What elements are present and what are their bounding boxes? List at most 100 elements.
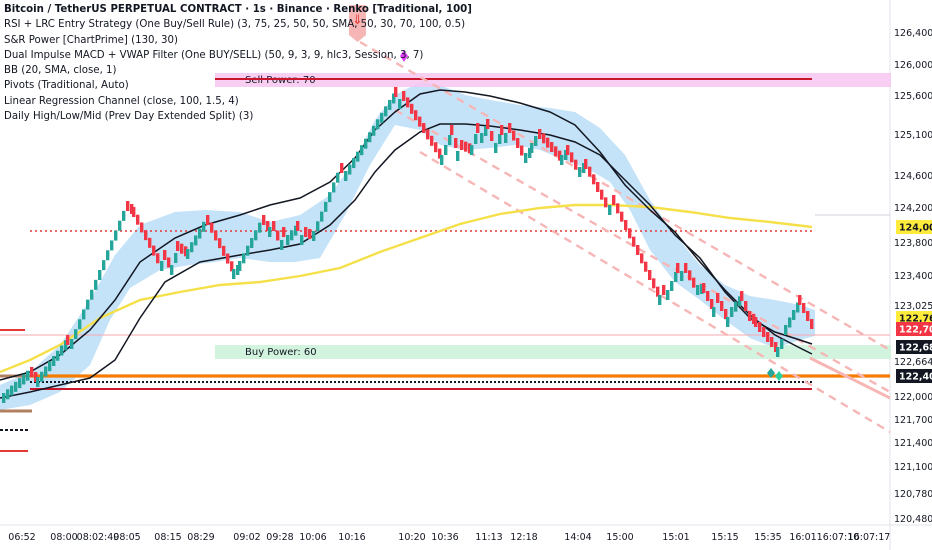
price-tick-label: 121,400.0 [894,438,932,449]
renko-brick-bull [186,249,190,259]
renko-brick-bull [190,242,194,253]
time-tick-label: 15:35 [754,532,781,543]
renko-brick-bear [266,221,270,231]
renko-brick-bull [174,253,178,263]
renko-brick-bull [294,225,298,236]
renko-brick-bull [36,377,40,387]
renko-brick-bear [406,97,410,108]
price-tick-label: 123,025.2 [894,301,932,312]
renko-brick-bear [454,138,458,148]
renko-brick-bear [136,214,140,225]
renko-brick-bull [286,235,290,245]
signal-markers: ⇓ [349,5,783,381]
renko-brick-bull [336,172,340,183]
price-tag-label: 122,406.8 [899,372,932,383]
renko-brick-bull [368,132,372,143]
renko-brick-bear [640,253,644,264]
indicator-lrc[interactable]: Linear Regression Channel (close, 100, 1… [4,95,239,107]
renko-brick-bull [198,228,202,239]
symbol-title[interactable]: Bitcoin / TetherUS PERPETUAL CONTRACT · … [4,4,472,15]
time-tick-label: 08:29 [187,532,214,543]
sell-signal-marker[interactable]: ⇓ [349,5,366,42]
renko-brick-bear [748,311,752,321]
renko-brick-bear [802,303,806,313]
indicator-pivots[interactable]: Pivots (Traditional, Auto) [4,80,129,92]
renko-brick-bull [674,272,678,282]
renko-brick-bull [680,271,684,281]
renko-brick-bull [578,167,582,177]
renko-brick-bear [500,125,504,135]
price-axis[interactable]: 126,400.0 126,000.0 125,600.0 125,100.0 124,… [894,28,932,525]
lrc-mid-extend [809,356,891,400]
bb-fill [0,82,815,410]
renko-brick-bear [720,301,724,311]
renko-brick-bear [550,142,554,152]
price-tick-label: 126,400.0 [894,28,932,39]
renko-brick-bull [776,347,780,357]
renko-brick-bull [332,182,336,193]
renko-brick-bull [524,153,528,163]
horizontal-levels [0,78,890,452]
renko-brick-bull [44,366,48,377]
renko-brick-bear [688,270,692,281]
renko-brick-bear [460,140,464,150]
time-tick-label: 16:07:17 [848,532,891,543]
renko-brick-bull [238,261,242,271]
renko-brick-bull [122,210,126,221]
renko-brick-bull [14,381,18,392]
indicator-rsi-lrc[interactable]: RSI + LRC Entry Strategy (One Buy/Sell R… [4,19,466,31]
renko-brick-bear [702,283,706,293]
renko-brick-bear [662,285,666,295]
linear-regression-channel [359,40,891,434]
renko-brick-bull [364,138,368,149]
renko-brick-bull [60,345,64,356]
renko-brick-bear [152,245,156,256]
renko-brick-bear [262,215,266,225]
renko-brick-bear [126,201,130,211]
renko-brick-bear [774,342,778,352]
renko-brick-bear [340,163,344,173]
renko-brick-bear [167,257,171,268]
renko-brick-bear [304,227,308,237]
renko-brick-bear [210,222,214,233]
renko-brick-bear [272,221,276,231]
price-tag-label: 122,700.0 [899,325,932,336]
renko-brick-bear [430,135,434,146]
renko-brick-bull [10,385,14,396]
renko-brick-bear [230,261,234,272]
price-tag-label: 122,685.9 [899,343,932,354]
time-tick-label: 08:05 [113,532,140,543]
renko-brick-bull [78,319,82,330]
renko-brick-bull [484,126,488,136]
renko-brick-bull [48,361,52,372]
indicator-daily-hlm[interactable]: Daily High/Low/Mid (Prev Day Extended Sp… [4,111,254,123]
renko-brick-bull [316,221,320,232]
renko-brick-bear [554,146,558,157]
renko-brick-bear [620,211,624,222]
renko-brick-bull [444,145,448,155]
renko-brick-bull [788,317,792,328]
renko-brick-bull [398,99,402,109]
renko-brick-bear [752,314,756,324]
time-tick-label: 16:01 [789,532,816,543]
indicator-bb[interactable]: BB (20, SMA, close, 1) [4,65,117,77]
renko-brick-bull [40,371,44,382]
renko-brick-bear [184,246,188,257]
renko-brick-bull [312,231,316,241]
time-tick-label: 09:02 [233,532,260,543]
renko-brick-bull [780,339,784,349]
renko-brick-bear [604,197,608,208]
renko-brick-bull [360,145,364,156]
price-tick-label: 124,600.0 [894,171,932,182]
renko-brick-bear [66,335,70,345]
indicator-dual-impulse-macd[interactable]: Dual Impulse MACD + VWAP Filter (One BUY… [4,49,424,61]
renko-brick-bull [2,393,6,403]
renko-brick-bear [558,150,562,161]
price-tick-label: 120,780.0 [894,489,932,500]
indicator-sr-power[interactable]: S&R Power [ChartPrime] (130, 30) [4,34,178,46]
renko-brick-bull [202,221,206,232]
renko-brick-bull [796,302,800,313]
